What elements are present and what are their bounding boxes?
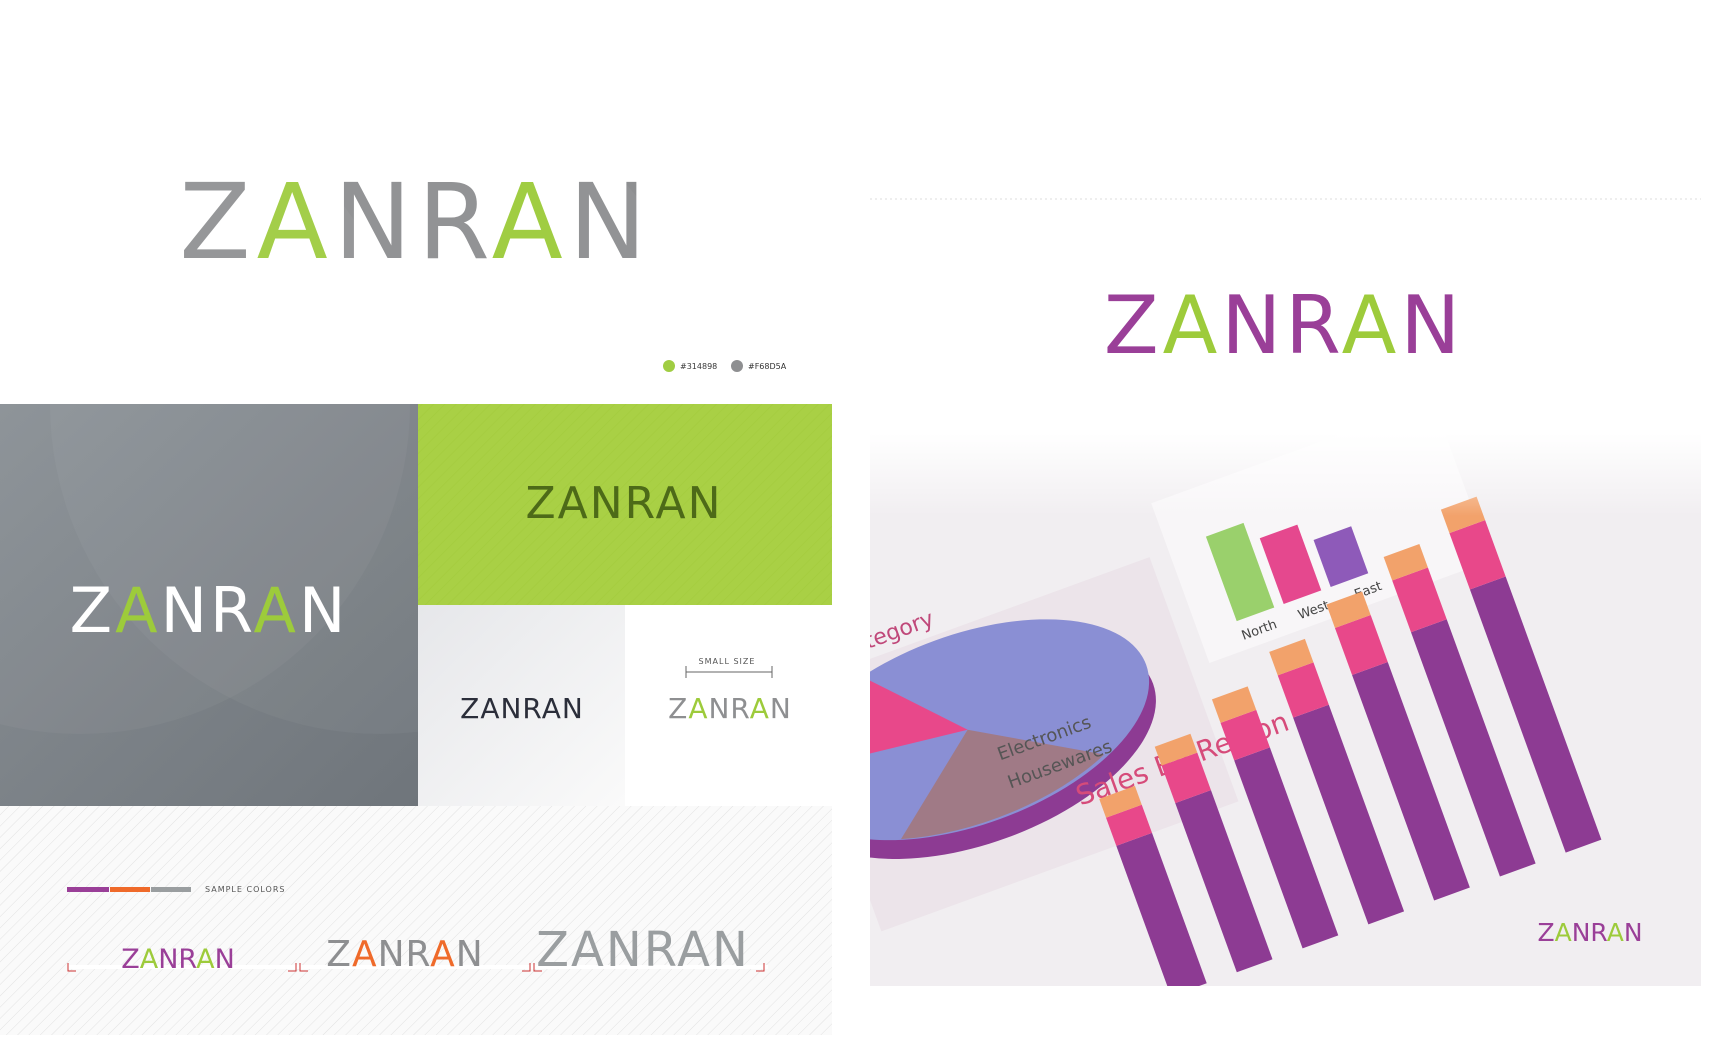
photo: By Category Sales By Region Electronics … xyxy=(870,433,1701,986)
logo-photo: ZANRAN xyxy=(1537,918,1642,947)
swatch-label: #F68D5A xyxy=(748,362,787,371)
logo-sample: ZANRAN xyxy=(121,944,235,975)
color-bar xyxy=(67,887,109,892)
color-bar xyxy=(110,887,150,892)
baseline xyxy=(68,965,768,969)
logo-main: ZANRAN xyxy=(179,161,652,283)
logo-purple: ZANRAN xyxy=(1104,279,1464,372)
texture xyxy=(418,404,832,605)
decor xyxy=(0,74,410,734)
fade xyxy=(870,433,1701,986)
logo-dark: ZANRAN xyxy=(460,692,584,725)
texture xyxy=(0,806,832,1035)
color-bar xyxy=(151,887,191,892)
crop-mark xyxy=(67,963,765,972)
logo-sample: ZANRAN xyxy=(326,934,483,975)
swatch-dot xyxy=(663,360,675,372)
logo-sample: ZANRAN xyxy=(536,922,750,978)
small-size-label: SMALL SIZE xyxy=(699,657,756,666)
sample-colors-label: SAMPLE COLORS xyxy=(205,885,285,894)
grey-panel xyxy=(0,404,418,806)
logo-small: ZANRAN xyxy=(668,692,792,725)
light-panel xyxy=(418,605,625,806)
logo-on-green: ZANRAN xyxy=(525,478,722,529)
logo-on-grey: ZANRAN xyxy=(70,574,349,647)
swatch-label: #314898 xyxy=(680,362,717,371)
swatch-dot xyxy=(731,360,743,372)
